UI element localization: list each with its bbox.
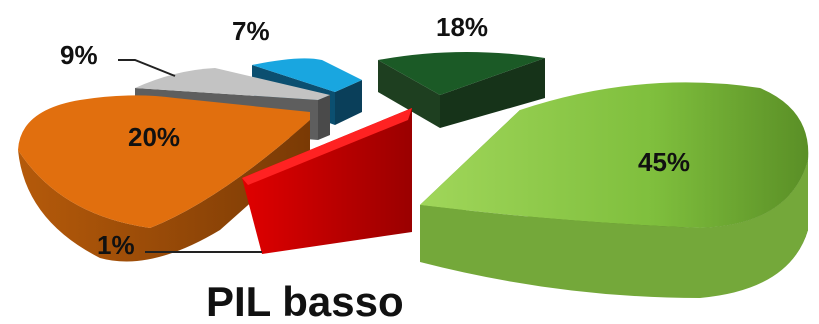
slice-45-top bbox=[420, 82, 809, 228]
slice-18-front bbox=[440, 58, 545, 128]
label-7: 7% bbox=[232, 16, 270, 46]
label-1: 1% bbox=[97, 230, 135, 260]
label-20: 20% bbox=[128, 122, 180, 152]
slice-7-front bbox=[335, 80, 362, 125]
chart-title: PIL basso bbox=[206, 278, 404, 324]
slice-9-top bbox=[135, 68, 330, 100]
label-45: 45% bbox=[638, 147, 690, 177]
slice-18-top bbox=[378, 51, 545, 95]
slice-18 bbox=[378, 51, 545, 128]
slice-45 bbox=[420, 82, 809, 298]
slice-20 bbox=[18, 95, 310, 262]
label-18: 18% bbox=[436, 12, 488, 42]
slice-20-front bbox=[18, 120, 310, 262]
slice-9-front bbox=[318, 95, 330, 140]
slice-1 bbox=[242, 108, 412, 254]
slice-18-side bbox=[378, 60, 440, 128]
slice-1-side bbox=[242, 108, 412, 254]
slice-1-top bbox=[242, 108, 412, 185]
label-9: 9% bbox=[60, 40, 98, 70]
leader-line-9 bbox=[118, 59, 176, 77]
slice-20-top bbox=[18, 95, 310, 228]
slice-45-front bbox=[420, 160, 808, 298]
slice-7-top bbox=[252, 58, 362, 92]
